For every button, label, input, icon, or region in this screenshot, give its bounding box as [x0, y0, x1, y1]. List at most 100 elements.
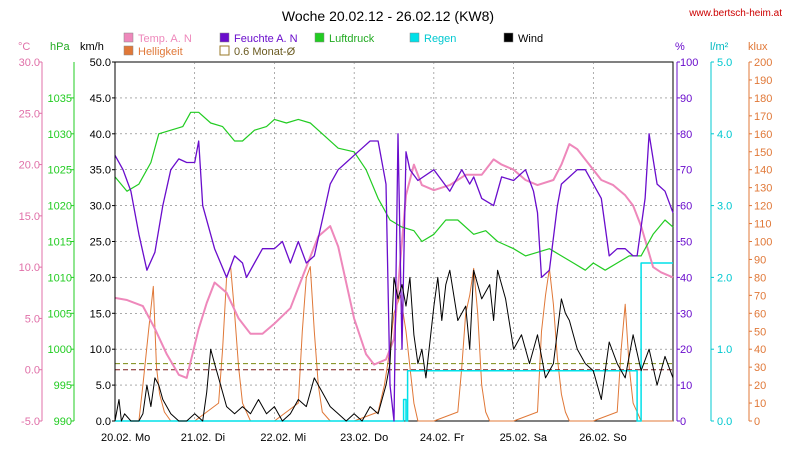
- tick-label-rain: 1.0: [717, 344, 732, 356]
- tick-label-rain: 5.0: [717, 57, 732, 69]
- x-tick-day: Do: [374, 432, 388, 444]
- tick-label-pressure: 995: [54, 380, 72, 392]
- x-tick-date: 21.02.: [181, 432, 212, 444]
- tick-label-temp: 25.0: [19, 108, 40, 120]
- tick-label-lux: 20: [754, 380, 766, 392]
- tick-label-lux: 0: [754, 416, 760, 428]
- unit-label-wind: km/h: [80, 41, 104, 53]
- tick-label-temp: 15.0: [19, 211, 40, 223]
- tick-label-wind: 40.0: [90, 129, 111, 141]
- unit-label-humidity: %: [675, 41, 685, 53]
- tick-label-pressure: 1005: [48, 308, 72, 320]
- tick-label-lux: 80: [754, 272, 766, 284]
- tick-label-lux: 40: [754, 344, 766, 356]
- legend-entry-average: 0.6 Monat-Ø: [219, 45, 296, 58]
- x-tick-date: 20.02.: [101, 432, 132, 444]
- tick-label-rain: 3.0: [717, 201, 732, 213]
- tick-label-wind: 30.0: [90, 201, 111, 213]
- tick-label-lux: 60: [754, 308, 766, 320]
- tick-label-lux: 30: [754, 362, 766, 374]
- tick-label-humidity: 20: [680, 344, 692, 356]
- tick-label-lux: 120: [754, 201, 772, 213]
- tick-label-humidity: 30: [680, 308, 692, 320]
- tick-label-humidity: 70: [680, 165, 692, 177]
- x-tick-date: 23.02.: [340, 432, 371, 444]
- tick-label-lux: 180: [754, 93, 772, 105]
- legend-label-temp: Temp. A. N: [138, 33, 192, 45]
- tick-label-wind: 5.0: [96, 380, 111, 392]
- site-watermark: www.bertsch-heim.at: [688, 8, 782, 19]
- tick-label-wind: 45.0: [90, 93, 111, 105]
- tick-label-lux: 90: [754, 254, 766, 266]
- legend-swatch-rain: [409, 32, 420, 43]
- chart-title: Woche 20.02.12 - 26.02.12 (KW8): [282, 8, 494, 24]
- legend-label-humidity: Feuchte A. N: [234, 33, 298, 45]
- unit-label-pressure: hPa: [50, 41, 70, 53]
- series-line-regen: [115, 262, 673, 422]
- x-tick-date: 22.02.: [260, 432, 291, 444]
- tick-label-lux: 130: [754, 183, 772, 195]
- tick-label-wind: 50.0: [90, 57, 111, 69]
- plot-area: [114, 61, 674, 422]
- series-line-feuchte-a-n: [114, 133, 674, 422]
- tick-label-temp: 20.0: [19, 160, 40, 172]
- tick-label-wind: 0.0: [96, 416, 111, 428]
- legend-entry-lux: Helligkeit: [123, 45, 183, 58]
- tick-label-pressure: 1000: [48, 344, 72, 356]
- x-tick-day: So: [613, 432, 626, 444]
- tick-label-wind: 10.0: [90, 344, 111, 356]
- tick-label-lux: 10: [754, 398, 766, 410]
- legend-label-rain: Regen: [424, 33, 456, 45]
- tick-label-wind: 35.0: [90, 165, 111, 177]
- legend-swatch-humidity: [219, 32, 230, 43]
- x-tick-day: Di: [215, 432, 225, 444]
- legend-label-wind: Wind: [518, 33, 543, 45]
- axis-x: 20.02. Mo 21.02. Di 22.02. Mi 23.02. Do 24.02. Fr…: [101, 432, 627, 444]
- legend-entry-pressure: Luftdruck: [314, 32, 375, 45]
- tick-label-temp: 0.0: [25, 365, 40, 377]
- axis-pressure: 990 995 1000 1005 1010 1015 1020 1025 1030 1035: [48, 62, 75, 428]
- legend-swatch-average: [219, 45, 230, 56]
- axis-humidity: 0 10 20 30 40 50 60 70 80 90 100: [676, 57, 698, 428]
- series-line-luftdruck: [114, 111, 674, 271]
- tick-label-humidity: 50: [680, 237, 692, 249]
- legend-entry-wind: Wind: [503, 32, 543, 45]
- legend-swatch-pressure: [314, 32, 325, 43]
- legend-label-average: 0.6 Monat-Ø: [234, 46, 296, 58]
- x-tick-day: Sa: [534, 432, 548, 444]
- legend-swatch-lux: [123, 45, 134, 56]
- axis-rain: 0.0 1.0 2.0 3.0 4.0 5.0: [710, 57, 732, 428]
- tick-label-humidity: 90: [680, 93, 692, 105]
- tick-label-wind: 25.0: [90, 237, 111, 249]
- tick-label-humidity: 100: [680, 57, 698, 69]
- x-tick-date: 25.02.: [500, 432, 531, 444]
- x-tick-day: Mi: [294, 432, 306, 444]
- tick-label-pressure: 1035: [48, 93, 72, 105]
- tick-label-rain: 4.0: [717, 129, 732, 141]
- x-tick-day: Fr: [454, 432, 465, 444]
- axis-wind: 0.0 5.0 10.0 15.0 20.0 25.0 30.0 35.0 40.0 45.0 50…: [90, 57, 116, 428]
- tick-label-pressure: 1020: [48, 201, 72, 213]
- legend-entry-humidity: Feuchte A. N: [219, 32, 298, 45]
- tick-label-lux: 110: [754, 219, 772, 231]
- series-layer: [114, 111, 674, 422]
- tick-label-temp: 10.0: [19, 262, 40, 274]
- tick-label-lux: 160: [754, 129, 772, 141]
- tick-label-temp: -5.0: [21, 416, 40, 428]
- series-line-helligkeit: [115, 266, 673, 422]
- tick-label-wind: 15.0: [90, 308, 111, 320]
- tick-label-lux: 100: [754, 237, 772, 249]
- tick-label-wind: 20.0: [90, 272, 111, 284]
- tick-label-lux: 170: [754, 111, 772, 123]
- tick-label-humidity: 0: [680, 416, 686, 428]
- tick-label-rain: 0.0: [717, 416, 732, 428]
- tick-label-temp: 5.0: [25, 313, 40, 325]
- tick-label-lux: 150: [754, 147, 772, 159]
- tick-label-temp: 30.0: [19, 57, 40, 69]
- x-tick-day: Mo: [135, 432, 150, 444]
- tick-label-humidity: 60: [680, 201, 692, 213]
- tick-label-pressure: 1025: [48, 165, 72, 177]
- unit-label-lux: klux: [748, 41, 768, 53]
- tick-label-lux: 70: [754, 290, 766, 302]
